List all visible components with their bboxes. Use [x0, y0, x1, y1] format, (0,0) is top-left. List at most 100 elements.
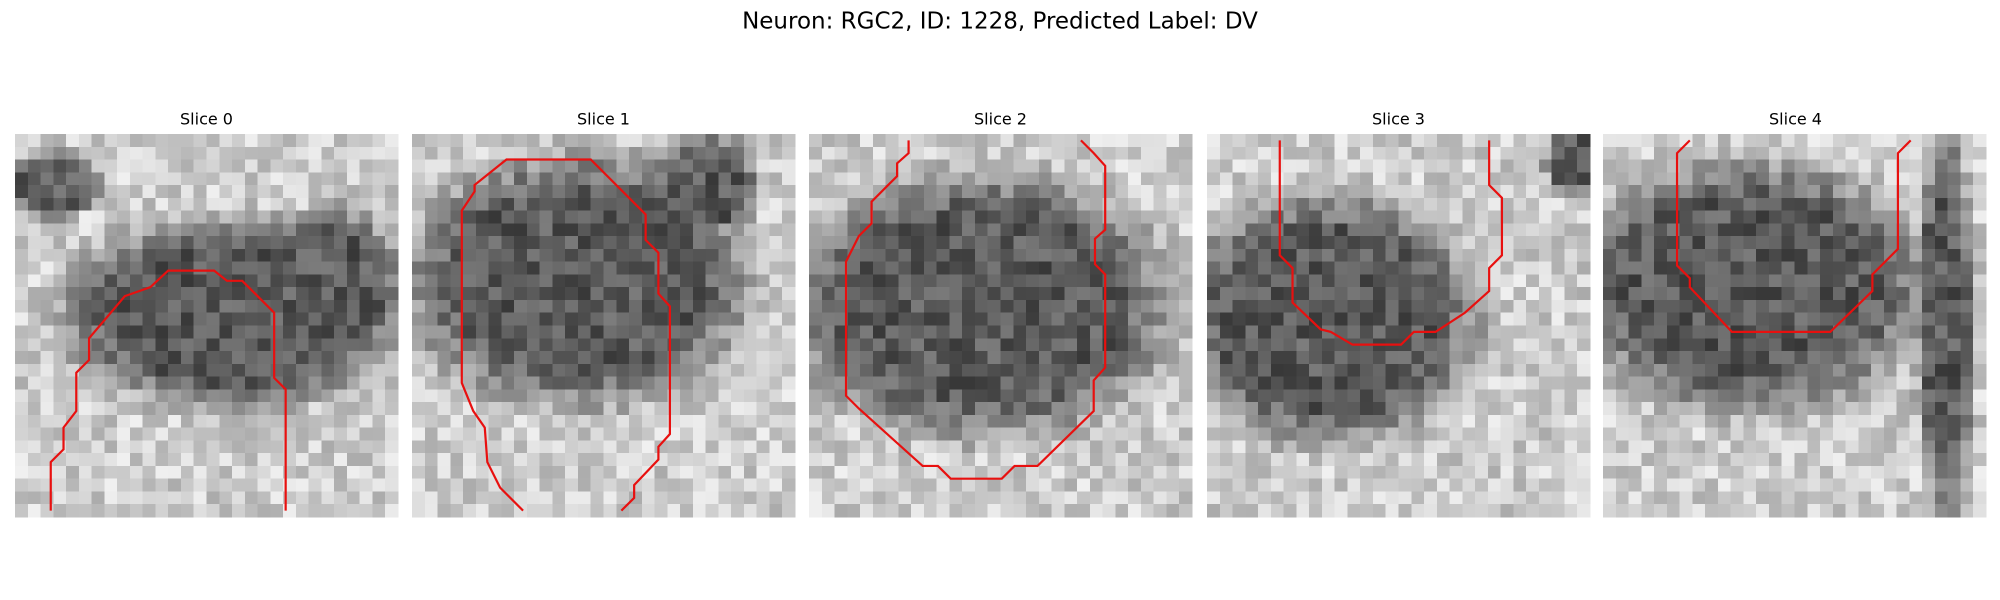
pixel: [1960, 223, 1974, 237]
pixel: [1564, 414, 1578, 429]
pixel: [1064, 491, 1078, 505]
pixel: [1526, 197, 1540, 211]
pixel: [1603, 261, 1617, 275]
pixel: [1947, 453, 1961, 467]
pixel: [270, 453, 284, 467]
pixel: [1666, 363, 1680, 377]
pixel: [206, 414, 220, 429]
pixel: [463, 491, 477, 505]
pixel: [974, 363, 989, 377]
pixel: [1551, 338, 1565, 352]
pixel: [334, 274, 348, 288]
pixel: [565, 491, 579, 505]
pixel: [1089, 478, 1104, 492]
pixel: [142, 402, 156, 416]
pixel: [1232, 478, 1246, 492]
pixel: [1462, 465, 1476, 480]
pixel: [1909, 389, 1923, 403]
pixel: [1794, 427, 1808, 441]
pixel: [1089, 299, 1104, 314]
pixel: [1896, 440, 1910, 454]
pixel: [603, 363, 617, 377]
pixel: [1679, 287, 1693, 301]
pixel: [1321, 236, 1336, 250]
pixel: [463, 376, 477, 390]
pixel: [860, 389, 874, 403]
pixel: [91, 248, 105, 263]
pixel: [692, 414, 707, 429]
pixel: [1140, 223, 1155, 237]
pixel: [1296, 376, 1310, 390]
pixel: [809, 465, 823, 480]
pixel: [308, 351, 322, 365]
pixel: [232, 402, 246, 416]
pixel: [552, 363, 566, 377]
pixel: [680, 236, 694, 250]
pixel: [680, 440, 694, 454]
pixel: [1283, 402, 1297, 416]
pixel: [180, 491, 195, 505]
pixel: [1896, 325, 1910, 339]
pixel: [1449, 159, 1463, 173]
pixel: [1245, 172, 1259, 186]
pixel: [1026, 248, 1040, 263]
pixel: [142, 210, 156, 224]
pixel: [1768, 338, 1783, 352]
pixel: [1705, 159, 1719, 173]
pixel: [1487, 312, 1502, 326]
pixel: [552, 325, 566, 339]
pixel: [923, 351, 938, 365]
pixel: [346, 465, 361, 480]
pixel: [1730, 261, 1744, 275]
pixel: [180, 146, 195, 160]
pixel: [104, 185, 118, 199]
pixel: [334, 287, 348, 301]
pixel: [1973, 402, 1987, 416]
pixel: [1947, 134, 1961, 148]
pixel: [731, 427, 745, 441]
pixel: [334, 351, 348, 365]
pixel: [552, 338, 566, 352]
pixel: [1449, 134, 1463, 148]
pixel: [1411, 261, 1425, 275]
pixel: [769, 478, 783, 492]
pixel: [27, 427, 41, 441]
pixel: [1934, 312, 1949, 326]
pixel: [206, 376, 220, 390]
pixel: [629, 312, 643, 326]
pixel: [1743, 363, 1757, 377]
pixel: [142, 351, 156, 365]
pixel: [1360, 325, 1374, 339]
pixel: [821, 223, 835, 237]
pixel: [412, 376, 426, 390]
pixel: [1153, 414, 1167, 429]
pixel: [1270, 491, 1284, 505]
pixel: [385, 185, 399, 199]
pixel: [180, 465, 195, 480]
pixel: [769, 274, 783, 288]
pixel: [168, 185, 182, 199]
pixel: [1934, 389, 1949, 403]
pixel: [1166, 299, 1180, 314]
pixel: [1934, 274, 1949, 288]
pixel: [1296, 325, 1310, 339]
pixel: [590, 363, 604, 377]
pixel: [359, 414, 373, 429]
pixel: [1179, 287, 1193, 301]
pixel: [295, 210, 310, 224]
pixel: [1436, 491, 1450, 505]
pixel: [412, 478, 426, 492]
pixel: [1871, 274, 1885, 288]
pixel: [680, 248, 694, 263]
pixel: [1794, 274, 1808, 288]
pixel: [565, 312, 579, 326]
pixel: [809, 299, 823, 314]
pixel: [1909, 197, 1923, 211]
pixel: [731, 402, 745, 416]
pixel: [450, 261, 464, 275]
pixel: [1756, 351, 1770, 365]
pixel: [1398, 261, 1412, 275]
pixel: [1140, 402, 1155, 416]
pixel: [1858, 159, 1872, 173]
pixel: [91, 351, 105, 365]
